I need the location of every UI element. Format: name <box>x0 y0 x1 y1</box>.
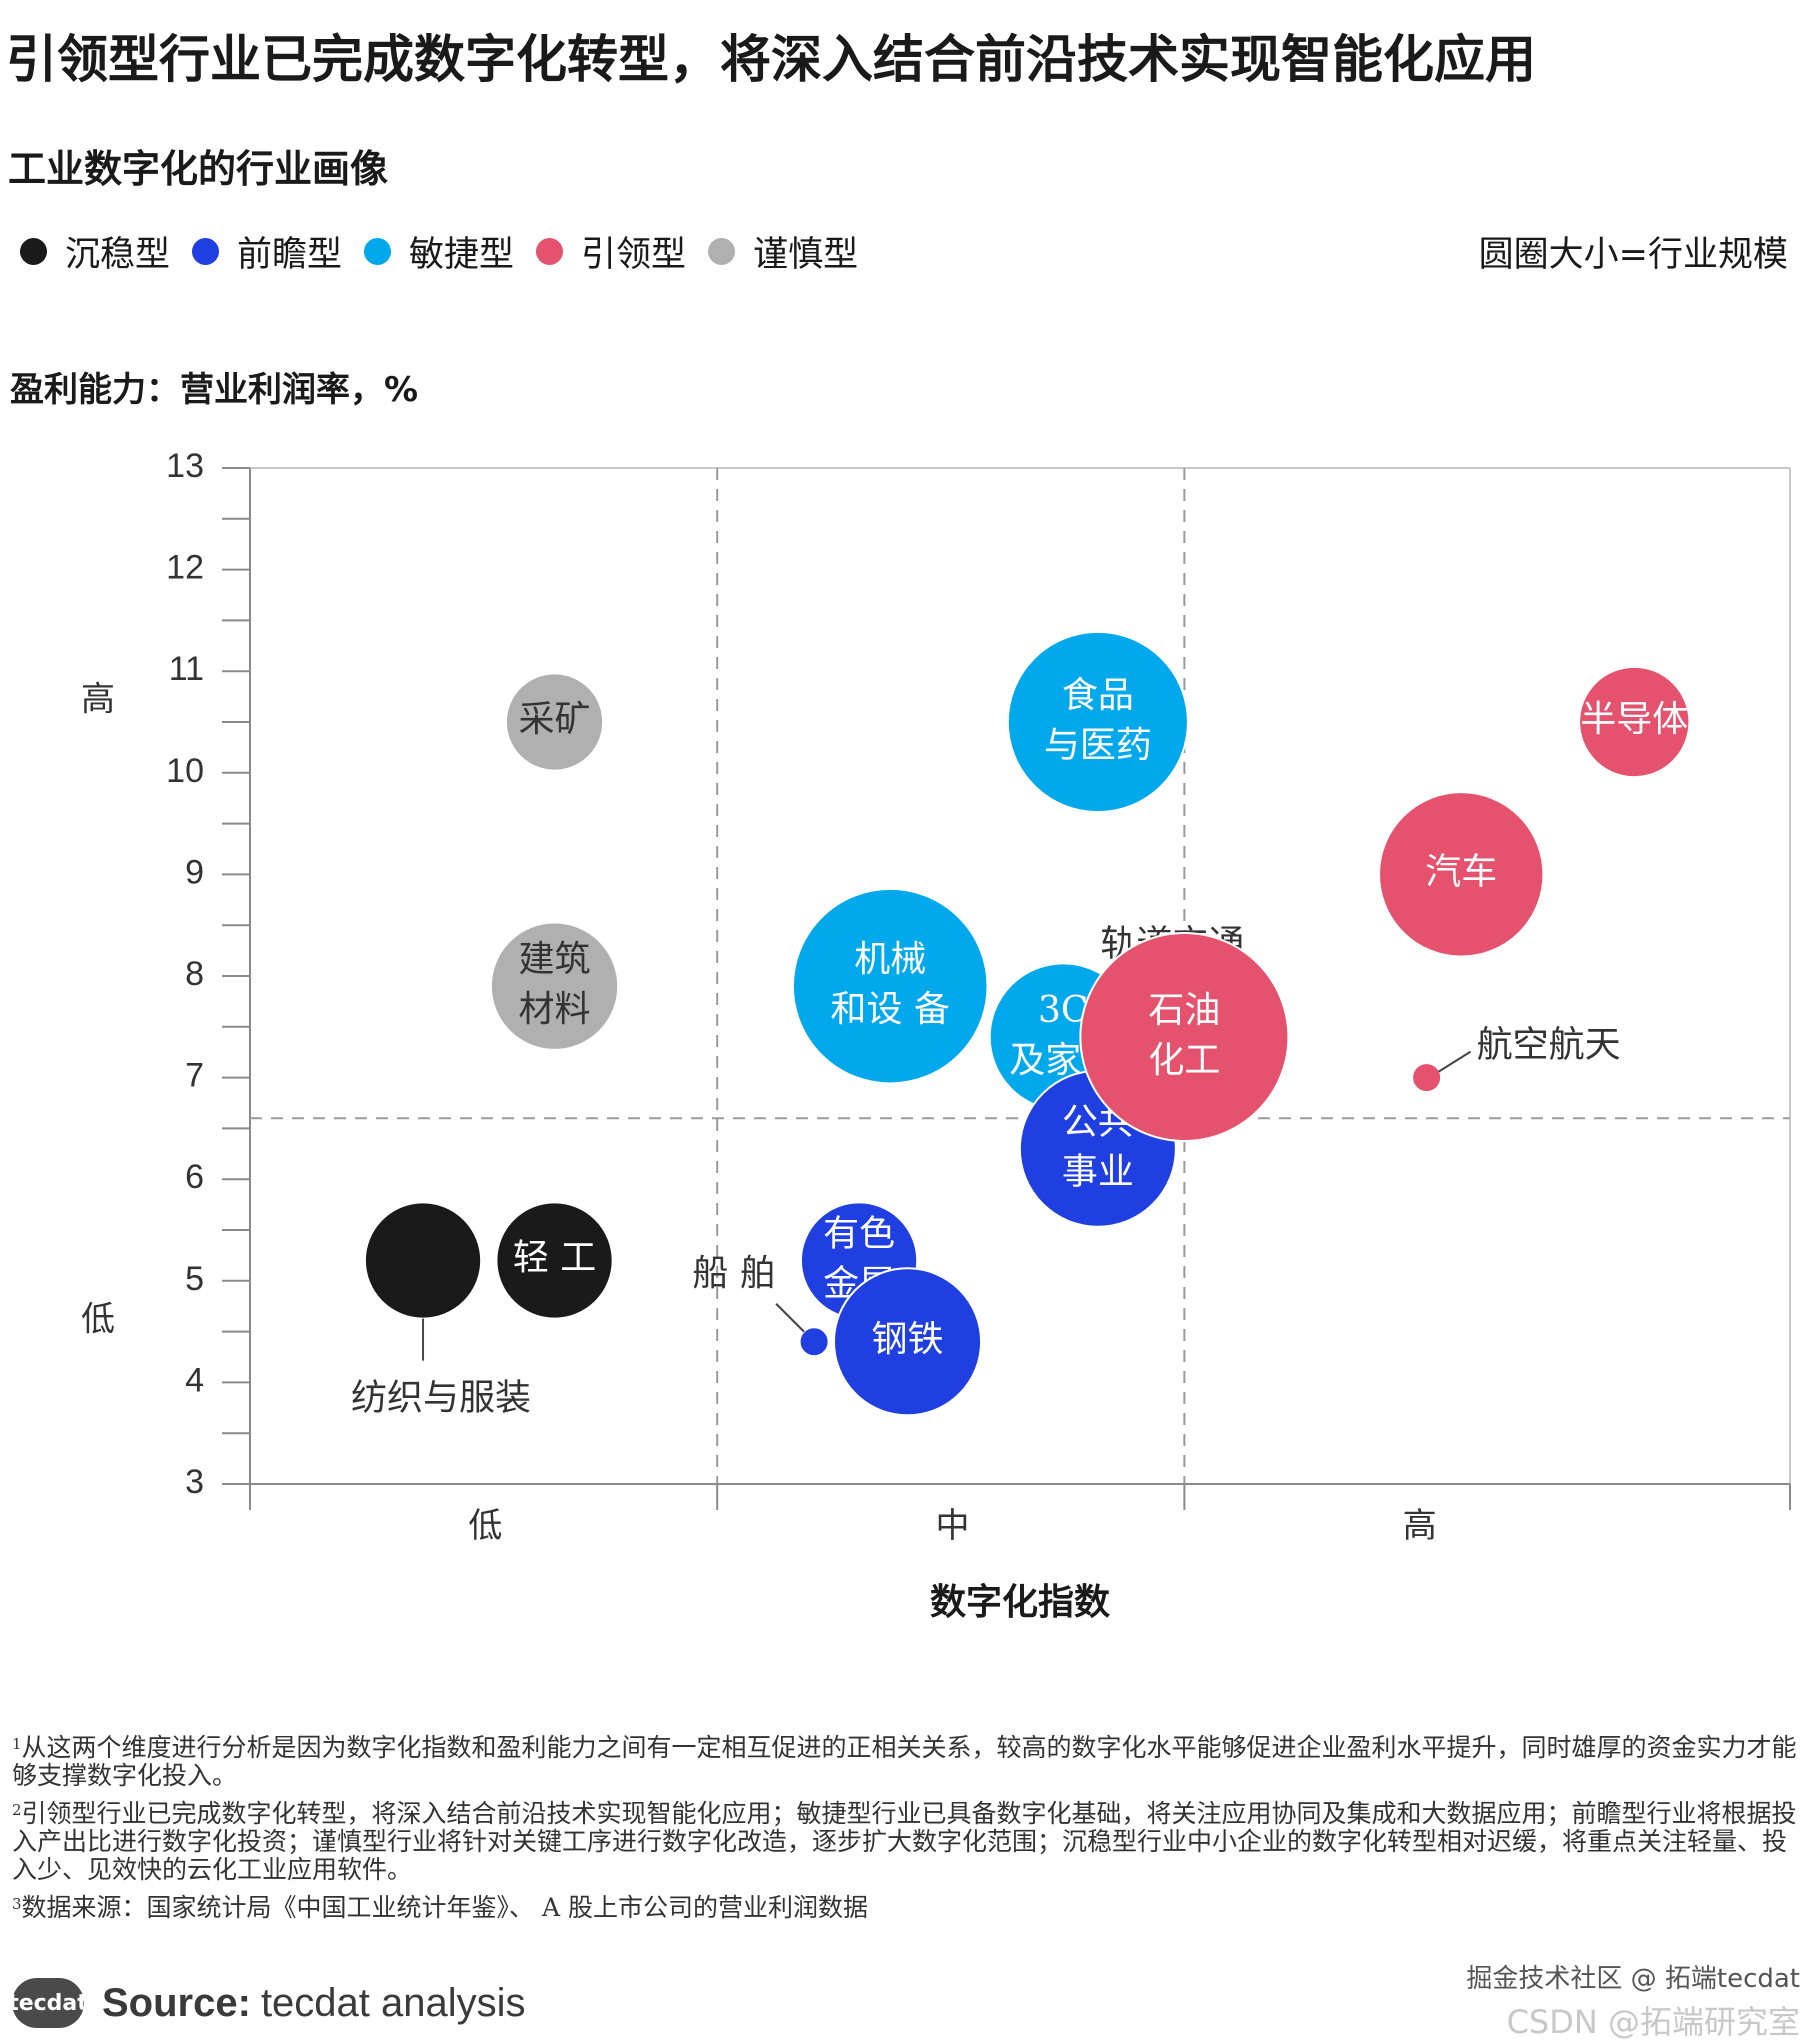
bubble-label-external: 航空航天 <box>1477 1025 1621 1066</box>
bubble <box>1410 1061 1444 1095</box>
bubble-label: 材料 <box>519 989 591 1030</box>
bubble-label-external: 纺织与服装 <box>351 1378 531 1419</box>
y-tick-label: 6 <box>185 1158 204 1196</box>
bubble-label: 钢铁 <box>872 1319 944 1360</box>
watermark-line: CSDN @拓端研究室 <box>1506 2003 1800 2041</box>
footnote: 3数据来源：国家统计局《中国工业统计年鉴》、 A 股上市公司的营业利润数据 <box>12 1893 868 1922</box>
bubble <box>504 672 605 772</box>
legend-item: 谨慎型 <box>708 226 858 277</box>
legend-item: 敏捷型 <box>364 226 514 277</box>
bubble-label: 采矿 <box>519 699 591 740</box>
size-note: 圆圈大小=行业规模 <box>1478 235 1788 275</box>
bubble-label: 轻 工 <box>513 1237 596 1278</box>
y-tick-label: 8 <box>185 955 204 993</box>
watermark: 掘金技术社区 @ 拓端tecdat CSDN @拓端研究室 <box>1466 1958 1800 2043</box>
legend-label: 沉稳型 <box>65 235 171 275</box>
x-category-label: 中 <box>936 1506 970 1546</box>
y-axis-title: 盈利能力：营业利润率，% <box>10 370 419 410</box>
bubble-label: 有色 <box>823 1213 895 1254</box>
bubble <box>797 1325 831 1359</box>
y-level-label-low: 低 <box>81 1299 115 1339</box>
y-tick-label: 13 <box>166 447 204 485</box>
source-text: Source: tecdat analysis <box>102 1980 526 2025</box>
y-tick-label: 9 <box>185 853 204 891</box>
footnotes: 1从这两个维度进行分析是因为数字化指数和盈利能力之间有一定相互促进的正相关关系，… <box>12 1734 1808 1932</box>
page-title: 引领型行业已完成数字化转型，将深入结合前沿技术实现智能化应用 <box>6 31 1537 90</box>
bubble-label: 与医药 <box>1044 725 1152 766</box>
legend-dot <box>192 238 220 265</box>
bubble <box>791 887 989 1085</box>
y-tick-label: 7 <box>185 1057 204 1095</box>
x-axis-title: 数字化指数 <box>930 1582 1110 1623</box>
bubble <box>1079 931 1290 1142</box>
bubble-label: 事业 <box>1062 1152 1134 1193</box>
y-tick-label: 4 <box>185 1361 204 1399</box>
legend-dot <box>708 238 736 265</box>
legend-dot <box>536 238 564 265</box>
legend-dot <box>20 238 47 265</box>
bubble-label: 机械 <box>854 939 926 980</box>
leader-line <box>775 1303 805 1333</box>
bubble-label: 食品 <box>1062 675 1134 716</box>
bubble-label: 建筑 <box>519 939 591 980</box>
bubble-label-external: 船 舶 <box>692 1253 775 1294</box>
bubble-label: 汽车 <box>1425 851 1497 892</box>
brand-logo: tecdat <box>8 1978 88 2028</box>
bubble <box>495 1201 614 1320</box>
y-level-label-high: 高 <box>81 680 115 720</box>
brand-footer: tecdat Source: tecdat analysis <box>8 1978 526 2028</box>
bubble <box>1578 665 1691 779</box>
chart-subtitle: 工业数字化的行业画像 <box>8 147 389 191</box>
bubble-label: 3C <box>1038 990 1088 1031</box>
bubble <box>1378 791 1545 958</box>
bubble <box>489 921 620 1051</box>
legend-label: 前瞻型 <box>237 235 343 275</box>
legend-item: 引领型 <box>536 226 686 277</box>
watermark-line: 掘金技术社区 @ 拓端tecdat <box>1466 1964 1800 1994</box>
legend: 沉稳型 前瞻型 敏捷型 引领型 谨慎型 <box>20 226 880 277</box>
x-category-label: 高 <box>1403 1506 1437 1546</box>
legend-item: 沉稳型 <box>20 226 170 277</box>
y-tick-label: 12 <box>166 549 204 587</box>
y-tick-label: 3 <box>185 1463 204 1501</box>
y-tick-label: 10 <box>166 752 204 790</box>
legend-item: 前瞻型 <box>192 226 342 277</box>
bubble-label: 和设 备 <box>830 989 949 1030</box>
bubble-chart: 345678910111213高低低中高数字化指数纺织与服装轻 工采矿建筑材料食… <box>81 447 1791 1623</box>
footnote: 1从这两个维度进行分析是因为数字化指数和盈利能力之间有一定相互促进的正相关关系，… <box>12 1733 1797 1790</box>
y-tick-label: 11 <box>169 650 204 688</box>
leader-line <box>1438 1050 1472 1073</box>
x-category-label: 低 <box>468 1506 502 1546</box>
bubble-label: 半导体 <box>1580 699 1688 740</box>
bubble <box>832 1267 983 1417</box>
legend-label: 谨慎型 <box>753 235 859 275</box>
bubble-label: 石油 <box>1148 990 1220 1031</box>
footnote: 2引领型行业已完成数字化转型，将深入结合前沿技术实现智能化应用；敏捷型行业已具备… <box>12 1799 1797 1884</box>
legend-label: 引领型 <box>581 235 687 275</box>
y-tick-label: 5 <box>185 1260 204 1298</box>
legend-label: 敏捷型 <box>409 235 515 275</box>
bubble-label: 化工 <box>1148 1040 1220 1081</box>
bubble <box>363 1201 483 1320</box>
bubble <box>1006 630 1189 814</box>
legend-dot <box>364 238 392 265</box>
